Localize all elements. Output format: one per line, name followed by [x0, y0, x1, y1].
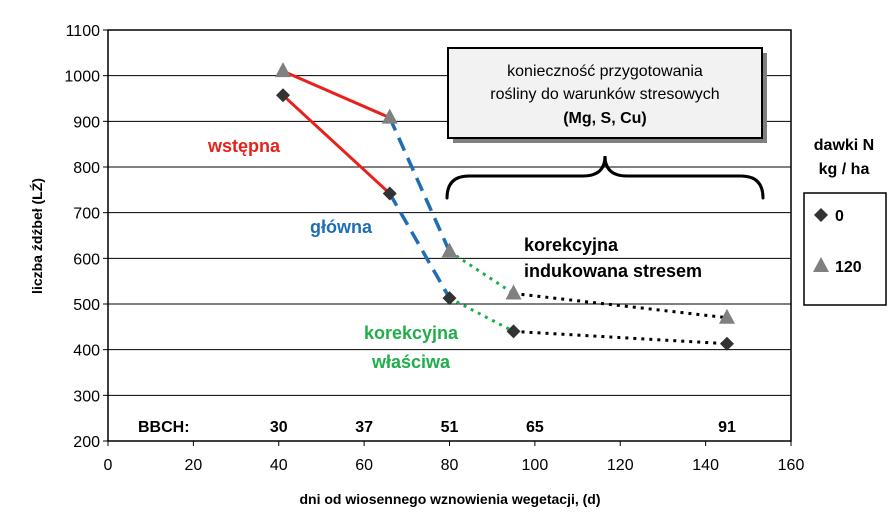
legend-title-line-2: kg / ha [819, 161, 870, 178]
marker-120-point-4 [505, 284, 522, 300]
x-tick-label-120: 120 [607, 457, 634, 474]
marker-0-point-1 [276, 88, 291, 103]
x-tick-label-140: 140 [692, 457, 719, 474]
series-120-segment-4 [513, 292, 728, 320]
callout-line-3: (Mg, S, Cu) [563, 110, 647, 127]
phase-label-corrective: korekcyjna [364, 323, 459, 343]
y-tick-label-400: 400 [73, 343, 100, 360]
phase-labels: wstępna główna korekcyjna właściwa korek… [207, 136, 702, 372]
callout-box: konieczność przygotowania rośliny do war… [447, 47, 767, 143]
marker-0-point-2 [382, 186, 397, 201]
plot-area [107, 29, 792, 442]
bbch-stage-37: 37 [355, 419, 373, 436]
x-tick-label-0: 0 [104, 457, 113, 474]
y-tick-label-300: 300 [73, 388, 100, 405]
curly-brace [445, 155, 765, 200]
marker-120-point-5 [718, 308, 735, 324]
legend-box [803, 192, 887, 306]
series-lines [282, 69, 728, 346]
legend-label-120: 120 [835, 259, 862, 276]
bbch-stage-30: 30 [270, 419, 288, 436]
phase-label-stress-corrective: korekcyjna [524, 235, 619, 255]
y-tick-label-600: 600 [73, 251, 100, 268]
callout-frame [447, 47, 763, 139]
phase-label-main: główna [310, 217, 373, 237]
legend: dawki N kg / ha 0 120 [803, 137, 887, 306]
phase-label-stress-induced: indukowana stresem [524, 261, 702, 281]
legend-title-line-1: dawki N [814, 137, 874, 154]
legend-marker-120-icon [813, 257, 829, 272]
axis-ticks: 200 300 400 500 600 700 800 900 1000 1100 0 20 40 60 8… [64, 23, 804, 474]
series-120-segment-3 [448, 250, 515, 295]
callout-line-2: rośliny do warunków stresowych [490, 86, 719, 103]
marker-0-point-3 [442, 291, 457, 306]
bbch-stage-65: 65 [526, 419, 544, 436]
x-tick-label-100: 100 [522, 457, 549, 474]
x-tick-label-60: 60 [355, 457, 373, 474]
marker-120-point-2 [381, 108, 398, 124]
bbch-label: BBCH: [138, 419, 190, 436]
y-tick-label-900: 900 [73, 114, 100, 131]
series-0-segment-3 [448, 296, 515, 333]
marker-120-point-1 [275, 62, 292, 78]
bbch-stage-row: BBCH: 30 37 51 65 91 [138, 419, 736, 436]
series-120-segment-1 [282, 69, 391, 120]
callout-line-1: konieczność przygotowania [507, 63, 703, 80]
bbch-stage-91: 91 [718, 419, 736, 436]
y-axis-title: liczba źdźbeł (LŹ) [29, 178, 45, 294]
series-0-segment-1 [282, 94, 391, 195]
y-tick-label-1000: 1000 [64, 69, 100, 86]
phase-label-corrective-proper: właściwa [371, 352, 451, 372]
phase-label-initial: wstępna [207, 136, 281, 156]
y-tick-label-700: 700 [73, 206, 100, 223]
y-tick-label-200: 200 [73, 434, 100, 451]
legend-label-0: 0 [835, 208, 844, 225]
y-tick-label-1100: 1100 [66, 23, 101, 40]
x-tick-label-20: 20 [184, 457, 202, 474]
marker-0-point-4 [506, 324, 521, 339]
x-tick-label-40: 40 [270, 457, 288, 474]
series-0-segment-4 [513, 329, 728, 346]
legend-marker-0-icon [814, 208, 828, 222]
bbch-stage-51: 51 [441, 419, 459, 436]
y-tick-label-500: 500 [73, 297, 100, 314]
series-120-segment-2 [388, 116, 452, 253]
series-markers [275, 62, 735, 351]
marker-120-point-3 [441, 242, 458, 258]
series-0-segment-2 [388, 192, 452, 299]
marker-0-point-5 [719, 336, 734, 351]
x-tick-label-80: 80 [441, 457, 459, 474]
x-tick-label-160: 160 [778, 457, 805, 474]
x-axis-title: dni od wiosennego wznowienia wegetacji, … [299, 491, 600, 507]
y-tick-label-800: 800 [73, 160, 100, 177]
